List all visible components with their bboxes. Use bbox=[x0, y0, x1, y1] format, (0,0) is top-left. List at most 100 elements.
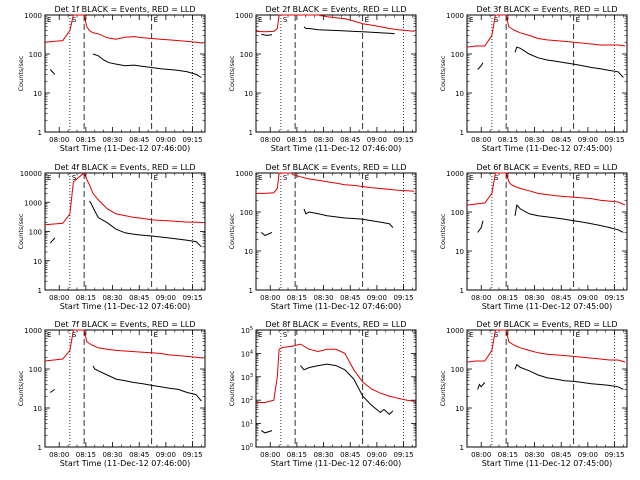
y-tick-label: 1 bbox=[249, 129, 253, 137]
interval-flag: E bbox=[47, 16, 51, 24]
x-tick-label: 08:15 bbox=[287, 294, 307, 302]
events-series-line bbox=[49, 200, 202, 248]
y-tick-label: 10 bbox=[33, 90, 42, 98]
x-tick-label: 08:45 bbox=[340, 451, 360, 459]
interval-flag: E bbox=[154, 174, 158, 182]
y-tick-label: 1 bbox=[460, 444, 464, 452]
x-tick-label: 08:00 bbox=[471, 451, 491, 459]
lld-series-line bbox=[44, 329, 204, 362]
y-tick-label: 100 bbox=[29, 229, 42, 237]
y-tick-label: 1 bbox=[38, 129, 42, 137]
plot-frame bbox=[466, 14, 628, 133]
y-tick-label: 103 bbox=[241, 373, 253, 382]
interval-flag: S bbox=[494, 331, 499, 339]
interval-flag: E bbox=[365, 174, 369, 182]
interval-flag: E bbox=[258, 16, 262, 24]
x-tick-label: 08:30 bbox=[524, 451, 544, 459]
interval-flag: E bbox=[576, 331, 580, 339]
y-axis-label: Counts/sec bbox=[228, 370, 236, 406]
x-tick-label: 08:30 bbox=[102, 136, 122, 144]
events-series-line bbox=[477, 363, 624, 390]
y-tick-label: 1 bbox=[460, 287, 464, 295]
y-tick-label: 100 bbox=[29, 366, 42, 374]
chart-panel-8: Det 8f BLACK = Events, RED = LLD 100 101 10… bbox=[228, 320, 417, 468]
interval-flag: E bbox=[47, 174, 51, 182]
y-tick-label: 1000 bbox=[446, 12, 464, 20]
y-tick-label: 1000 bbox=[24, 199, 42, 207]
interval-flag: E bbox=[469, 174, 473, 182]
chart-title: Det 8f BLACK = Events, RED = LLD bbox=[265, 320, 406, 329]
lld-series-line bbox=[44, 172, 204, 226]
x-tick-label: 09:15 bbox=[604, 451, 624, 459]
y-tick-label: 105 bbox=[241, 326, 253, 335]
lld-series-line bbox=[466, 14, 626, 48]
x-tick-label: 09:15 bbox=[182, 294, 202, 302]
x-axis-label: Start Time (11-Dec-12 07:45:00) bbox=[482, 302, 613, 311]
interval-flag: E bbox=[258, 174, 262, 182]
x-tick-label: 08:00 bbox=[49, 294, 69, 302]
chart-panel-2: Det 2f BLACK = Events, RED = LLD 1 10 100 10… bbox=[228, 5, 417, 153]
x-tick-label: 08:45 bbox=[129, 451, 149, 459]
x-axis-label: Start Time (11-Dec-12 07:46:00) bbox=[271, 302, 402, 311]
x-tick-label: 08:15 bbox=[498, 294, 518, 302]
interval-flag: E bbox=[469, 331, 473, 339]
x-tick-label: 09:00 bbox=[156, 451, 176, 459]
x-axis-label: Start Time (11-Dec-12 07:46:00) bbox=[271, 459, 402, 468]
y-tick-label: 100 bbox=[240, 209, 253, 217]
lld-series-line bbox=[255, 14, 415, 33]
chart-title: Det 5f BLACK = Events, RED = LLD bbox=[265, 163, 406, 172]
y-tick-label: 100 bbox=[451, 51, 464, 59]
x-tick-label: 09:15 bbox=[182, 451, 202, 459]
y-axis-label: Counts/sec bbox=[439, 213, 447, 249]
interval-flag: E bbox=[365, 331, 369, 339]
chart-panel-6: Det 6f BLACK = Events, RED = LLD 1 10 100 10… bbox=[439, 163, 628, 311]
chart-panel-1: Det 1f BLACK = Events, RED = LLD 1 10 100 10… bbox=[17, 5, 206, 153]
y-tick-label: 10 bbox=[33, 405, 42, 413]
chart-title: Det 6f BLACK = Events, RED = LLD bbox=[476, 163, 617, 172]
x-tick-label: 08:15 bbox=[498, 136, 518, 144]
x-tick-label: 08:15 bbox=[287, 136, 307, 144]
x-tick-label: 08:00 bbox=[260, 294, 280, 302]
interval-flag: E bbox=[576, 174, 580, 182]
x-tick-label: 08:30 bbox=[102, 294, 122, 302]
interval-flag: E bbox=[154, 16, 158, 24]
events-series-line bbox=[260, 208, 394, 237]
x-tick-label: 08:15 bbox=[76, 294, 96, 302]
x-tick-label: 09:15 bbox=[393, 136, 413, 144]
x-tick-label: 09:15 bbox=[393, 451, 413, 459]
y-tick-label: 100 bbox=[241, 443, 253, 452]
y-tick-label: 1000 bbox=[24, 327, 42, 335]
y-tick-label: 1000 bbox=[24, 12, 42, 20]
y-tick-label: 100 bbox=[451, 366, 464, 374]
y-axis-label: Counts/sec bbox=[228, 213, 236, 249]
x-tick-label: 08:45 bbox=[551, 294, 571, 302]
y-tick-label: 1 bbox=[38, 444, 42, 452]
y-tick-label: 100 bbox=[29, 51, 42, 59]
x-tick-label: 08:00 bbox=[471, 136, 491, 144]
x-axis-label: Start Time (11-Dec-12 07:46:00) bbox=[60, 144, 191, 153]
x-tick-label: 08:30 bbox=[524, 294, 544, 302]
y-tick-label: 1 bbox=[38, 287, 42, 295]
x-tick-label: 08:15 bbox=[287, 451, 307, 459]
chart-title: Det 7f BLACK = Events, RED = LLD bbox=[54, 320, 195, 329]
lld-series-line bbox=[466, 329, 626, 363]
plot-frame bbox=[255, 329, 417, 448]
x-tick-label: 09:00 bbox=[367, 294, 387, 302]
x-tick-label: 08:45 bbox=[551, 451, 571, 459]
x-axis-label: Start Time (11-Dec-12 07:45:00) bbox=[482, 459, 613, 468]
y-tick-label: 10 bbox=[455, 405, 464, 413]
interval-flag: E bbox=[154, 331, 158, 339]
x-tick-label: 09:15 bbox=[604, 136, 624, 144]
interval-flag: S bbox=[494, 174, 499, 182]
y-tick-label: 1000 bbox=[235, 170, 253, 178]
y-axis-label: Counts/sec bbox=[439, 370, 447, 406]
interval-flag: E bbox=[576, 16, 580, 24]
y-axis-label: Counts/sec bbox=[439, 55, 447, 91]
x-tick-label: 09:00 bbox=[156, 294, 176, 302]
y-tick-label: 1000 bbox=[235, 12, 253, 20]
y-tick-label: 102 bbox=[241, 396, 253, 405]
x-tick-label: 08:30 bbox=[313, 136, 333, 144]
x-tick-label: 08:00 bbox=[49, 136, 69, 144]
interval-flag: E bbox=[365, 16, 369, 24]
